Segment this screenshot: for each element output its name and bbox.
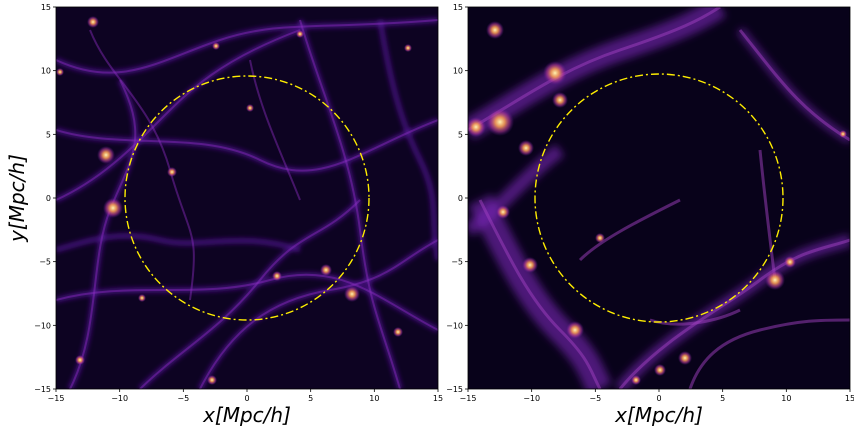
panel-right-xtick-label: −15 [460,394,477,403]
panel-left-xtick-label: −10 [111,394,128,403]
panel-left-xtick-label: 10 [369,394,379,403]
panel-left-ytick-label: 15 [41,3,51,12]
panel-right-xtick-label: 5 [720,394,725,403]
panel-left-xtick-label: −5 [177,394,189,403]
panel-right-xtick-label: 0 [656,394,661,403]
panel-left [55,6,439,390]
panel-left-xtick-label: 15 [433,394,443,403]
panel-left-ytick-label: −10 [34,321,51,330]
panel-left-xtick-label: 0 [244,394,249,403]
panel-right-xtick-label: 15 [845,394,854,403]
panel-right-ytick-label: −15 [446,385,463,394]
panel-left-axes: −15 −10 −5 0 5 10 15 15 10 5 0 −5 −10 −15 [34,3,443,403]
panel-right-background [468,7,850,389]
panel-right-ytick-label: 15 [453,3,463,12]
panel-right-circle [534,73,784,323]
panel-right-ytick-label: 0 [458,194,463,203]
panel-left-density-field [56,16,438,389]
panel-left-xtick-label: −15 [48,394,65,403]
panel-right-ytick-label: −5 [451,258,463,267]
panel-left-ytick-label: 10 [41,67,51,76]
panel-right [467,6,851,390]
panel-right-xlabel: x[Mpc/h] [614,403,703,427]
panel-right-xtick-label: 10 [781,394,791,403]
panel-left-ytick-label: −15 [34,385,51,394]
panel-left-ylabel: y[Mpc/h] [5,154,29,243]
panel-right-ytick-label: 5 [458,130,463,139]
panel-right-xtick-label: −5 [589,394,601,403]
panel-right-ytick-label: 10 [453,67,463,76]
panel-right-density-field [468,7,850,389]
panel-left-circle [124,75,370,321]
panel-left-ytick-label: −5 [39,258,51,267]
panel-right-axes: −15 −10 −5 0 5 10 15 15 10 5 0 −5 −10 −15 [446,3,854,403]
panel-left-xlabel: x[Mpc/h] [202,403,291,427]
panel-left-xtick-label: 5 [308,394,313,403]
panel-left-ytick-label: 0 [46,194,51,203]
panel-right-xtick-label: −10 [523,394,540,403]
panel-left-ytick-label: 5 [46,130,51,139]
panel-right-ytick-label: −10 [446,321,463,330]
